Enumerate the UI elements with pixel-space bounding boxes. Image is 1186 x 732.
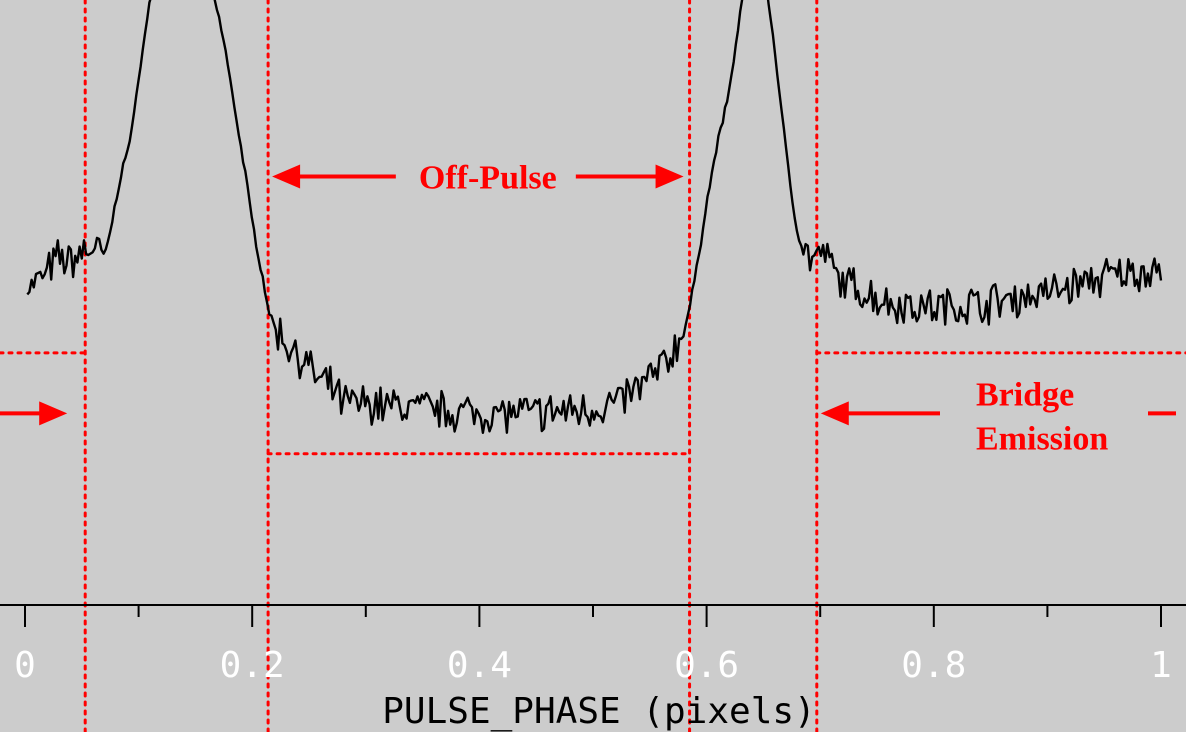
x-tick-label: 0.4 [447,645,512,686]
x-tick-label: 0.8 [901,645,966,686]
x-tick-label: 0.2 [220,645,285,686]
off-pulse-arrow-right-head [655,164,684,189]
x-tick-label: 1 [1150,645,1172,686]
annotations: Off-Pulse Bridge Emission [0,159,1176,457]
x-axis: 0 0.2 0.4 0.6 0.8 1 [0,604,1186,686]
off-pulse-arrow-left-head [272,164,301,189]
pulse-profile-line [26,0,1163,434]
off-pulse-label: Off-Pulse [419,159,557,196]
left-arrow-head [39,401,68,426]
bridge-label-line2: Emission [976,420,1108,457]
x-axis-title: PULSE_PHASE (pixels) [382,691,815,732]
x-tick-label: 0.6 [674,645,739,686]
bridge-arrow-head [820,401,849,426]
bridge-label-line1: Bridge [976,376,1074,413]
x-tick-label: 0 [14,645,36,686]
